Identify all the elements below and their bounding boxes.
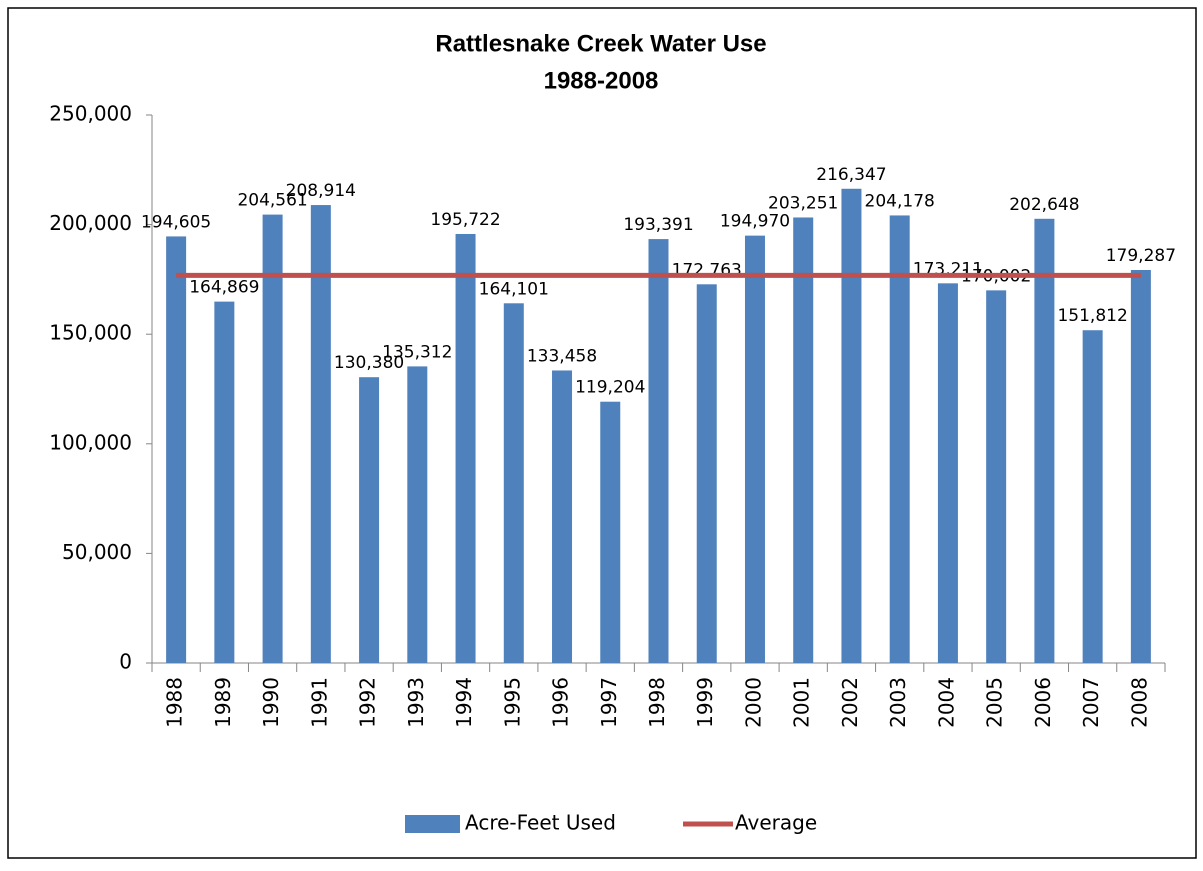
x-tick-label: 1988 (163, 677, 187, 728)
data-label: 195,722 (430, 210, 500, 230)
bar (744, 235, 765, 663)
legend-label: Average (735, 811, 817, 835)
x-tick-label: 2004 (934, 677, 958, 728)
data-label: 204,178 (865, 191, 935, 211)
bar (503, 303, 524, 663)
legend-swatch (405, 815, 460, 833)
x-tick-label: 1996 (549, 677, 573, 728)
bar (214, 301, 235, 663)
bar (1034, 218, 1055, 663)
bar (889, 215, 910, 663)
y-tick-label: 250,000 (49, 102, 132, 126)
chart-title: Rattlesnake Creek Water Use (435, 30, 766, 57)
bar (359, 377, 380, 663)
x-tick-label: 1992 (356, 677, 380, 728)
x-tick-label: 2006 (1031, 677, 1055, 728)
data-label: 202,648 (1009, 195, 1079, 215)
x-tick-label: 1989 (211, 677, 235, 728)
x-tick-label: 2001 (790, 677, 814, 728)
x-tick-label: 2007 (1079, 677, 1103, 728)
data-label: 135,312 (382, 342, 452, 362)
x-tick-label: 1991 (307, 677, 331, 728)
bar (937, 283, 958, 663)
x-tick-label: 2002 (838, 677, 862, 728)
data-label: 194,970 (720, 212, 790, 232)
x-tick-label: 1994 (452, 677, 476, 728)
bar (696, 284, 717, 663)
bar (166, 236, 187, 663)
bar (310, 205, 331, 663)
y-tick-label: 100,000 (49, 430, 132, 454)
y-tick-label: 50,000 (62, 540, 132, 564)
bar (1082, 330, 1103, 663)
bar (1130, 270, 1151, 663)
data-label: 151,812 (1057, 306, 1127, 326)
y-tick-label: 150,000 (49, 321, 132, 345)
data-label: 119,204 (575, 378, 645, 398)
data-label: 193,391 (623, 215, 693, 235)
data-label: 179,287 (1106, 246, 1176, 266)
bar (262, 214, 283, 663)
legend-label: Acre-Feet Used (465, 811, 616, 835)
x-tick-label: 2003 (886, 677, 910, 728)
x-tick-label: 1997 (597, 677, 621, 728)
bar (648, 239, 669, 664)
y-tick-label: 0 (119, 650, 132, 674)
bar (841, 188, 862, 663)
bar (986, 290, 1007, 663)
bar (455, 233, 476, 664)
bar (552, 370, 573, 663)
bar (407, 366, 428, 663)
data-label: 130,380 (334, 353, 404, 373)
y-tick-label: 200,000 (49, 211, 132, 235)
bar (793, 217, 814, 663)
x-tick-label: 2005 (983, 677, 1007, 728)
x-tick-label: 1990 (259, 677, 283, 728)
data-label: 164,101 (479, 279, 549, 299)
bar (600, 401, 621, 663)
x-tick-label: 2008 (1127, 677, 1151, 728)
chart-subtitle: 1988-2008 (544, 67, 659, 94)
data-label: 208,914 (286, 181, 356, 201)
x-tick-label: 1993 (404, 677, 428, 728)
data-label: 164,869 (189, 278, 259, 298)
data-label: 204,561 (237, 191, 307, 211)
x-tick-label: 2000 (741, 677, 765, 728)
data-label: 194,605 (141, 212, 211, 232)
x-tick-label: 1998 (645, 677, 669, 728)
data-label: 203,251 (768, 193, 838, 213)
x-tick-label: 1999 (693, 677, 717, 728)
x-tick-label: 1995 (500, 677, 524, 728)
data-label: 133,458 (527, 346, 597, 366)
data-label: 216,347 (816, 165, 886, 185)
